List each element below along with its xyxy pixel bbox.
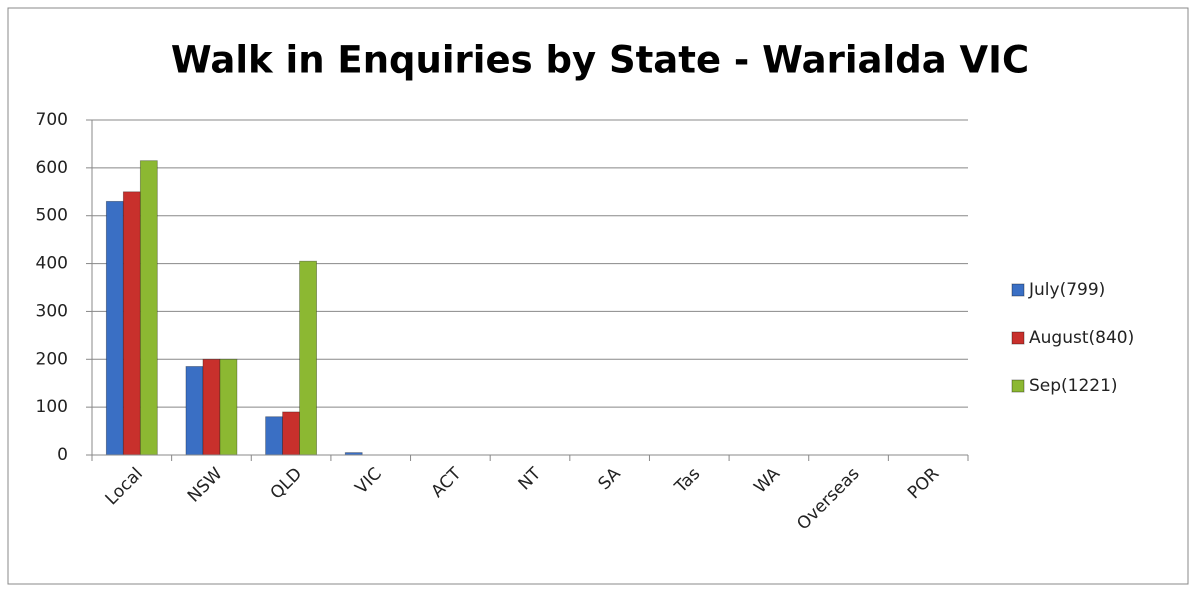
y-tick-label: 700 [36,110,68,130]
chart-title: Walk in Enquiries by State - Warialda VI… [171,39,1029,82]
legend-label: August(840) [1029,328,1134,348]
y-tick-label: 100 [36,397,68,417]
y-tick-label: 200 [36,349,68,369]
bar [265,416,283,456]
bar [139,160,158,456]
bar [202,358,221,456]
legend-swatch [1011,283,1025,297]
y-tick-label: 0 [57,445,68,465]
bar [282,411,300,456]
legend-label: July(799) [1028,280,1105,300]
bar [122,191,141,456]
bar [105,200,124,456]
y-tick-label: 600 [36,158,68,178]
y-tick-label: 400 [36,254,68,274]
y-tick-label: 500 [36,206,68,226]
bar [299,260,317,456]
y-tick-label: 300 [36,301,68,321]
bar [185,366,204,456]
legend-swatch [1011,331,1025,345]
legend-label: Sep(1221) [1029,376,1118,396]
bar [219,358,238,456]
legend-swatch [1011,379,1025,393]
chart-frame [7,7,1189,585]
